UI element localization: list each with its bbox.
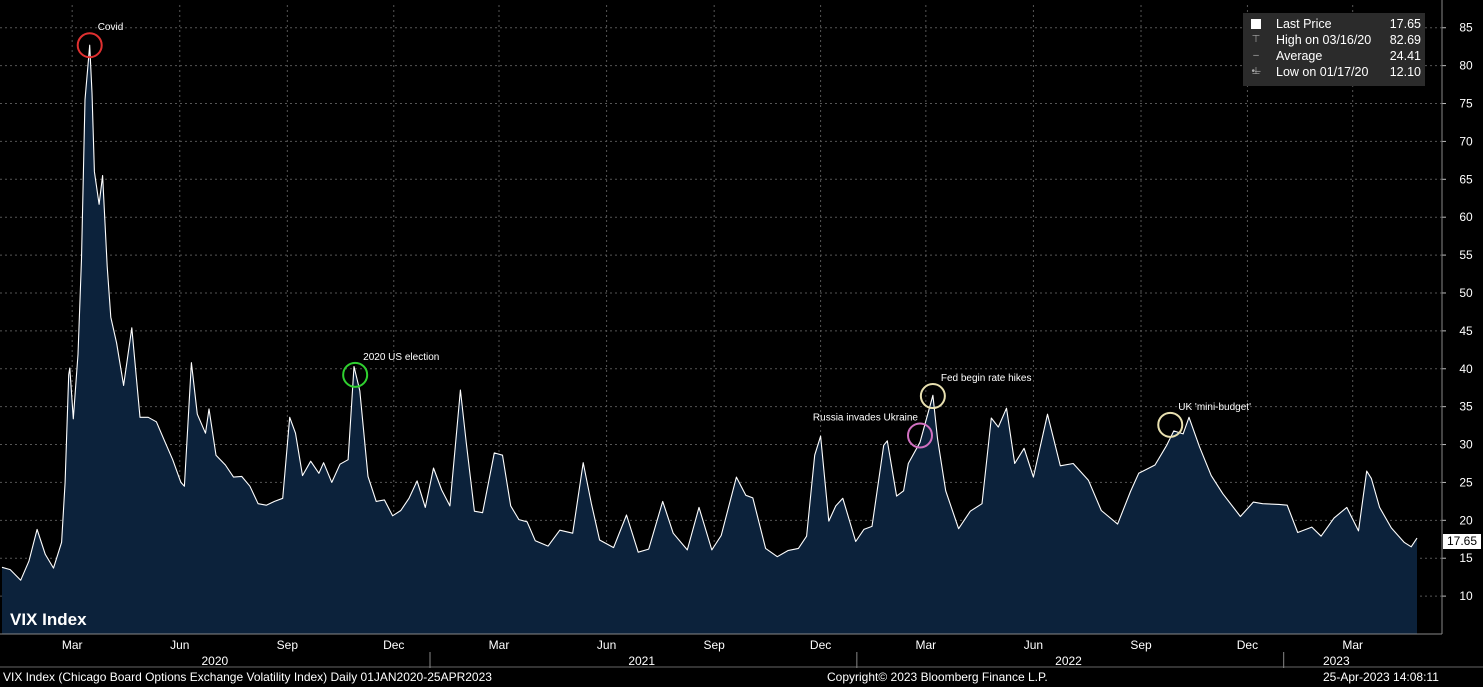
y-tick-label: 35 <box>1459 400 1473 414</box>
x-month-label: Jun <box>170 638 189 652</box>
legend-row-high: ⊤ High on 03/16/20 82.69 <box>1249 32 1421 48</box>
x-year-label: 2021 <box>628 654 655 668</box>
y-tick-label: 80 <box>1459 59 1473 73</box>
low-marker-icon: ⊥ <box>1251 66 1261 77</box>
x-year-label: 2023 <box>1323 654 1350 668</box>
y-tick-label: 85 <box>1459 21 1473 35</box>
square-icon <box>1249 16 1263 32</box>
annotation-label: Fed begin rate hikes <box>941 373 1032 384</box>
x-month-label: Sep <box>1130 638 1152 652</box>
y-tick-label: 40 <box>1459 362 1473 376</box>
annotation-label: 2020 US election <box>363 352 439 363</box>
annotation-circle <box>906 422 933 449</box>
legend-label: High on 03/16/20 <box>1276 33 1372 47</box>
x-month-label: Dec <box>383 638 404 652</box>
y-tick-label: 25 <box>1459 475 1473 489</box>
high-marker-icon: ⊤ <box>1251 34 1261 45</box>
legend-value: 12.10 <box>1389 65 1421 79</box>
legend-value: 24.41 <box>1389 49 1421 63</box>
x-year-label: 2022 <box>1055 654 1082 668</box>
x-year-label: 2020 <box>201 654 228 668</box>
legend-row-low: ⊥ Low on 01/17/20 12.10 <box>1249 64 1421 80</box>
x-month-label: Mar <box>489 638 510 652</box>
y-tick-label: 30 <box>1459 438 1473 452</box>
y-tick-label: 10 <box>1459 589 1473 603</box>
legend-row-average: –•– Average 24.41 <box>1249 48 1421 77</box>
legend-label: Last Price <box>1276 17 1332 31</box>
legend-value: 82.69 <box>1389 33 1421 47</box>
y-tick-label: 55 <box>1459 248 1473 262</box>
annotation-circle <box>76 32 103 59</box>
x-month-label: Mar <box>1342 638 1363 652</box>
y-tick-label: 60 <box>1459 210 1473 224</box>
x-month-label: Mar <box>916 638 937 652</box>
y-tick-label: 45 <box>1459 324 1473 338</box>
vix-price-line <box>1 44 1418 581</box>
footer-description: VIX Index (Chicago Board Options Exchang… <box>3 670 492 684</box>
footer-copyright: Copyright© 2023 Bloomberg Finance L.P. <box>827 670 1048 684</box>
average-marker-icon: –•– <box>1251 50 1261 77</box>
annotation-circle <box>919 383 946 410</box>
annotation-label: Russia invades Ukraine <box>813 412 918 423</box>
x-month-label: Mar <box>62 638 83 652</box>
x-month-label: Dec <box>810 638 831 652</box>
legend-row-last-price: Last Price 17.65 <box>1249 16 1421 32</box>
last-price-tag: 17.65 <box>1443 534 1481 549</box>
chart-legend: Last Price 17.65 ⊤ High on 03/16/20 82.6… <box>1243 13 1425 86</box>
legend-label: Low on 01/17/20 <box>1276 65 1369 79</box>
chart-series-label: VIX Index <box>10 610 87 629</box>
annotation-circle <box>342 361 369 388</box>
legend-value: 17.65 <box>1389 17 1421 31</box>
y-tick-label: 15 <box>1459 551 1473 565</box>
x-month-label: Jun <box>1024 638 1043 652</box>
footer-timestamp: 25-Apr-2023 14:08:11 <box>1323 670 1439 684</box>
annotation-circle <box>1157 411 1184 438</box>
y-tick-label: 65 <box>1459 172 1473 186</box>
annotation-label: Covid <box>98 22 124 33</box>
y-tick-label: 75 <box>1459 97 1473 111</box>
x-month-label: Dec <box>1237 638 1258 652</box>
legend-label: Average <box>1276 49 1323 63</box>
annotation-label: UK 'mini-budget' <box>1178 402 1251 413</box>
x-month-label: Jun <box>597 638 616 652</box>
vix-area-fill <box>2 45 1417 634</box>
x-month-label: Sep <box>277 638 299 652</box>
y-tick-label: 70 <box>1459 134 1473 148</box>
y-tick-label: 50 <box>1459 286 1473 300</box>
x-month-label: Sep <box>703 638 725 652</box>
y-tick-label: 20 <box>1459 513 1473 527</box>
